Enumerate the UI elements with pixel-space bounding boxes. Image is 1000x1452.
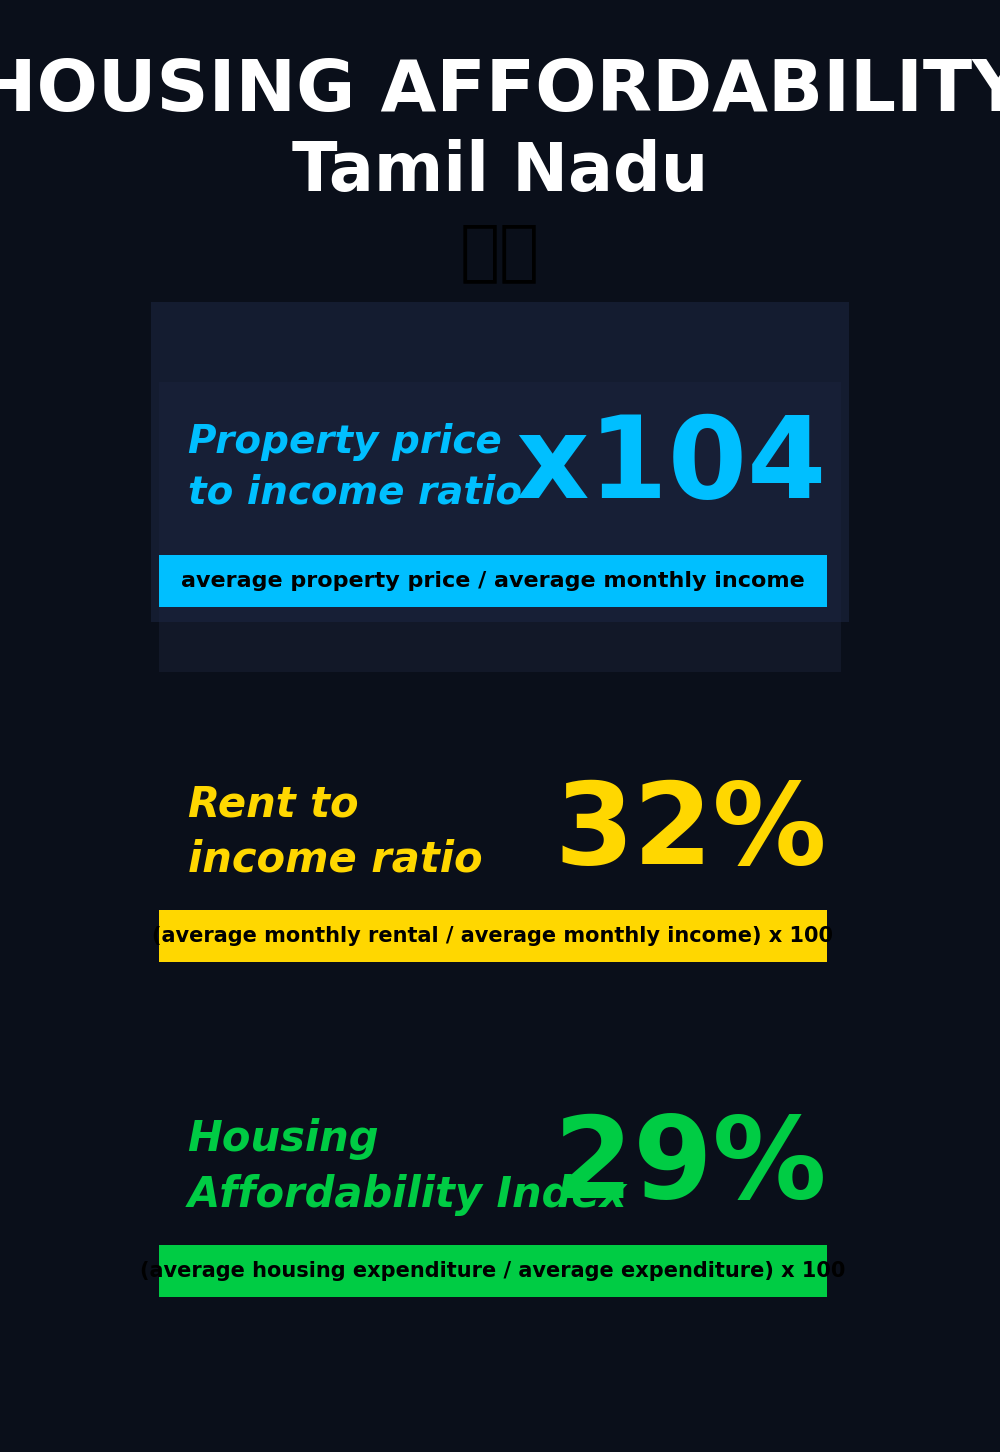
Text: x104: x104 (516, 411, 827, 523)
FancyBboxPatch shape (159, 382, 841, 672)
Text: 29%: 29% (554, 1111, 827, 1223)
Text: Property price
to income ratio: Property price to income ratio (188, 423, 522, 511)
FancyBboxPatch shape (159, 910, 827, 963)
Text: 🇮🇳: 🇮🇳 (460, 219, 540, 285)
Text: 32%: 32% (554, 777, 827, 887)
Text: average property price / average monthly income: average property price / average monthly… (181, 571, 805, 591)
Text: (average housing expenditure / average expenditure) x 100: (average housing expenditure / average e… (140, 1260, 845, 1281)
FancyBboxPatch shape (159, 555, 827, 607)
Text: HOUSING AFFORDABILITY: HOUSING AFFORDABILITY (0, 58, 1000, 126)
Text: Rent to
income ratio: Rent to income ratio (188, 784, 482, 880)
Text: (average monthly rental / average monthly income) x 100: (average monthly rental / average monthl… (152, 926, 833, 947)
FancyBboxPatch shape (151, 302, 849, 621)
Text: Tamil Nadu: Tamil Nadu (292, 139, 708, 205)
FancyBboxPatch shape (159, 1244, 827, 1297)
Text: Housing
Affordability Index: Housing Affordability Index (188, 1118, 627, 1215)
